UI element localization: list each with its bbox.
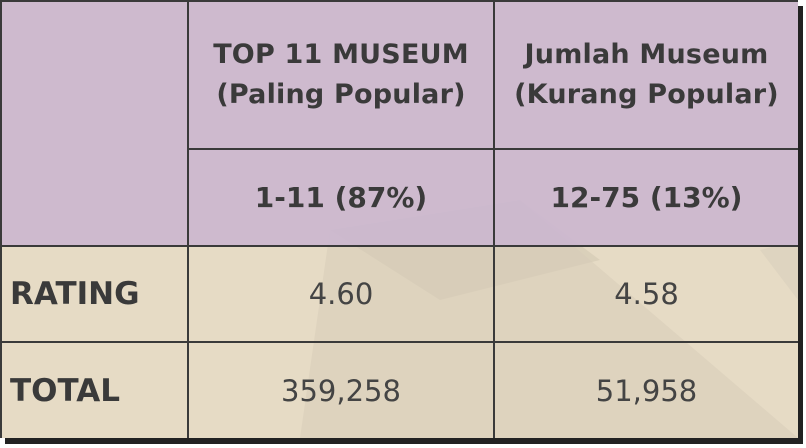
total-value-others: 51,958 <box>493 341 798 438</box>
total-value-top11: 359,258 <box>187 341 495 438</box>
museum-table: TOP 11 MUSEUM (Paling Popular) Jumlah Mu… <box>0 0 798 438</box>
range-cell-top11: 1-11 (87%) <box>187 148 495 247</box>
column-header-others: Jumlah Museum (Kurang Popular) <box>493 0 798 150</box>
column-header-line1: Jumlah Museum <box>524 39 769 70</box>
column-header-line2: (Kurang Popular) <box>514 79 779 110</box>
table-card: TOP 11 MUSEUM (Paling Popular) Jumlah Mu… <box>0 0 798 438</box>
column-header-line1: TOP 11 MUSEUM <box>213 39 469 70</box>
row-label-rating: RATING <box>0 245 189 343</box>
row-label-total: TOTAL <box>0 341 189 438</box>
range-cell-others: 12-75 (13%) <box>493 148 798 247</box>
column-header-line2: (Paling Popular) <box>216 79 466 110</box>
rating-value-others: 4.58 <box>493 245 798 343</box>
rating-value-top11: 4.60 <box>187 245 495 343</box>
corner-cell <box>0 0 189 247</box>
column-header-top11: TOP 11 MUSEUM (Paling Popular) <box>187 0 495 150</box>
